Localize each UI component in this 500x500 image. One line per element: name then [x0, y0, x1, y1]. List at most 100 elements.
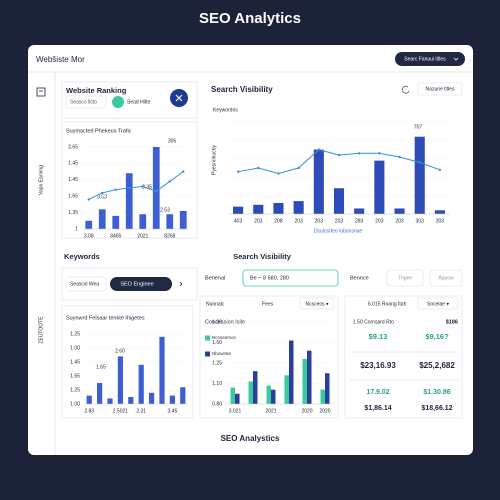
bar	[313, 149, 324, 214]
bar	[85, 220, 93, 229]
visibility-title: Search Visibility	[211, 85, 273, 94]
table-title: 6.015 Rnang Itah	[368, 301, 407, 307]
footer: SEO Analystics	[221, 434, 280, 443]
bar	[293, 201, 304, 214]
tab[interactable]: Fees	[262, 301, 274, 307]
engine-pill[interactable]	[110, 277, 172, 291]
keywords-select[interactable]: Bennce	[350, 275, 369, 281]
x-tick-label: 2.31	[136, 408, 146, 414]
keywords-input[interactable]	[65, 276, 107, 292]
x-tick-label: 203	[315, 218, 324, 224]
legend-swatch	[205, 335, 210, 341]
button-b[interactable]	[429, 269, 463, 287]
tab[interactable]: Nunnalc	[206, 301, 225, 307]
legend-swatch	[205, 351, 210, 357]
line	[88, 171, 184, 200]
bar	[149, 392, 155, 404]
table-panel	[344, 295, 463, 419]
data-label: 3.53	[97, 194, 107, 200]
y-tick-label: 1.35	[68, 210, 78, 216]
table-cell: 17.9.02	[366, 389, 389, 396]
visibility-button-label: Nazurie titles	[426, 86, 455, 92]
toggle[interactable]	[112, 96, 124, 108]
table-cell: $1.30.86	[423, 389, 450, 396]
sidebar-item[interactable]: Vapo Earning	[38, 165, 44, 195]
line	[238, 149, 441, 175]
y-tick-label: 1.10	[212, 381, 222, 387]
x-tick-label: 203	[395, 218, 404, 224]
bar	[233, 206, 244, 214]
visibility-footnote: Dsuiosrteo lobonsnae	[314, 228, 363, 234]
table-cell: 1.50 Cornsard Rto	[353, 319, 394, 325]
bar	[128, 397, 134, 404]
bar	[169, 395, 175, 404]
x-tick-label: 203	[375, 218, 384, 224]
search-button-label: Searc Fanuui titles	[404, 56, 446, 62]
legend-label: Ncnsenmos	[212, 335, 237, 340]
ranking-button[interactable]: Sead Hitte	[127, 99, 151, 105]
x-tick-label: 8268	[164, 233, 175, 239]
sidebar-item[interactable]: ZEUTOOTE	[38, 316, 44, 344]
button-b-label: Appow	[438, 275, 454, 281]
chart-title: Suynwrd Felsaar tenkte Ihigetes	[66, 315, 145, 321]
keywords-input-text: Seascvl Wea	[70, 281, 99, 287]
engine-pill-label: SEO Enginee	[120, 281, 153, 287]
keywords-title: Keywords	[64, 252, 100, 261]
bar	[180, 387, 186, 404]
bar	[325, 373, 330, 404]
keywords-center-title: Search Visibility	[233, 252, 292, 261]
y-tick-label: 1	[75, 226, 78, 232]
ranking-title: Website Ranking	[66, 86, 127, 95]
table-select-label: Sncelae ▾	[427, 301, 449, 307]
menu-icon[interactable]	[36, 87, 46, 97]
ranking-input[interactable]	[65, 95, 107, 109]
chevron[interactable]	[179, 281, 183, 287]
bar	[139, 214, 147, 229]
keywords-field[interactable]	[242, 269, 339, 287]
y-tick-label: 1.45	[68, 161, 78, 167]
y-tick-label: 2.65	[68, 144, 78, 150]
button-a[interactable]	[386, 269, 424, 287]
site-name: Webšiste Mor	[36, 55, 85, 64]
table-cell: $1,86.14	[364, 405, 391, 412]
bar	[414, 136, 425, 214]
y-tick-label: 1.25	[70, 387, 80, 393]
axis-label: Pyesnnhucby	[211, 144, 217, 175]
bar	[273, 202, 284, 214]
table-cell: $186	[446, 319, 458, 325]
x-tick-label: 3.021	[229, 408, 242, 414]
chart-title: Suymacted Phekeus Trafic	[66, 128, 132, 134]
bar	[230, 387, 235, 404]
select[interactable]	[299, 297, 335, 310]
table-select[interactable]	[417, 297, 459, 310]
x-tick-label: 3.45	[168, 408, 178, 414]
bar	[117, 356, 123, 404]
bar	[320, 389, 325, 404]
x-tick-label: 8465	[110, 233, 121, 239]
visibility-subtitle: Keywordris	[213, 107, 238, 113]
x-tick-label: 283	[355, 218, 364, 224]
bar	[159, 336, 165, 404]
y-tick-label: 1.00	[70, 345, 80, 351]
data-label: 2.60	[115, 348, 125, 354]
bar	[253, 204, 264, 214]
page-title: SEO Analytics	[199, 10, 301, 27]
y-tick-label: 1.45	[68, 177, 78, 183]
keywords-label: Benenal	[205, 275, 225, 281]
table-cell: $23,16.93	[360, 361, 396, 370]
bar	[434, 210, 445, 214]
x-tick-label: 203	[335, 218, 344, 224]
data-label: 707	[414, 124, 423, 130]
bar	[302, 358, 307, 404]
bar	[98, 209, 106, 229]
x-tick-label: 2020	[319, 408, 330, 414]
x-tick-label: 203	[254, 218, 263, 224]
x-tick-label: 3.08	[84, 233, 94, 239]
refresh-icon[interactable]	[401, 85, 410, 94]
search-button[interactable]	[395, 52, 465, 66]
table-cell: $25,2,682	[419, 361, 455, 370]
legend-label: Nbowrste	[212, 351, 232, 356]
visibility-button[interactable]	[417, 82, 463, 96]
